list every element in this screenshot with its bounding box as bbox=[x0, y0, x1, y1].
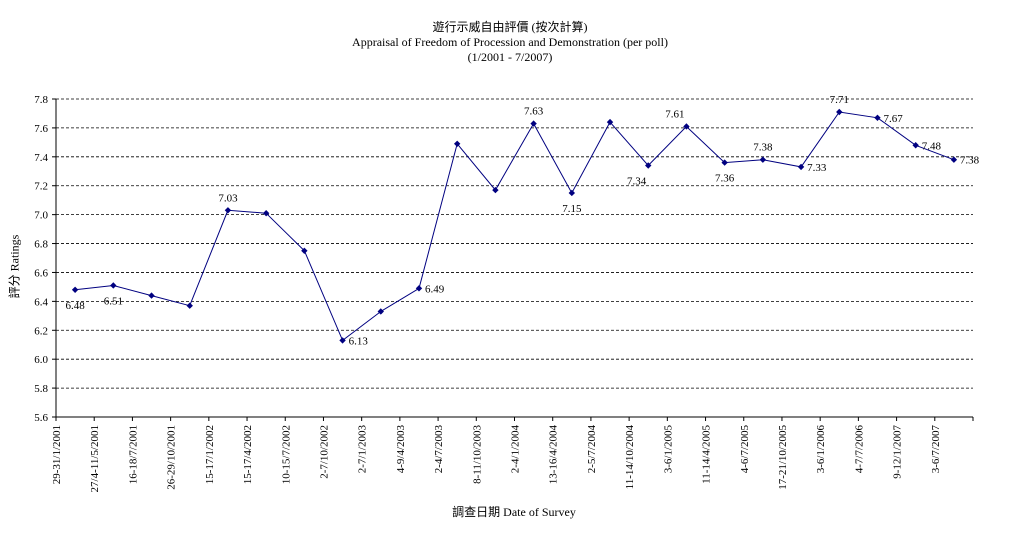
y-tick-label: 7.0 bbox=[34, 210, 48, 222]
data-label: 7.61 bbox=[665, 108, 684, 120]
data-point-marker bbox=[721, 159, 728, 166]
chart-title-block: 遊行示威自由評價 (按次計算) Appraisal of Freedom of … bbox=[0, 20, 1020, 65]
data-point-marker bbox=[683, 123, 690, 130]
data-point-marker bbox=[492, 186, 499, 194]
chart-subtitle: (1/2001 - 7/2007) bbox=[467, 50, 553, 64]
y-tick-labels: 5.6 5.8 6.0 6.2 6.4 6.6 6.8 7.0 7.2 7.4 7.6 7.8 bbox=[34, 94, 48, 424]
data-label: 7.63 bbox=[524, 106, 544, 118]
y-tick-label: 6.0 bbox=[34, 354, 48, 366]
data-label: 7.38 bbox=[753, 142, 773, 154]
x-tick-label: 27/4-11/5/2001 bbox=[89, 425, 101, 492]
data-point-marker bbox=[530, 120, 537, 127]
data-point-marker bbox=[836, 108, 843, 116]
x-tick-label: 3-6/1/2005 bbox=[662, 425, 674, 474]
data-point-marker bbox=[301, 247, 308, 254]
data-point-marker bbox=[224, 207, 232, 214]
data-point-marker bbox=[950, 156, 958, 163]
series-line bbox=[75, 111, 955, 342]
x-tick-label: 10-15/7/2002 bbox=[280, 425, 292, 484]
x-tick-label: 15-17/1/2002 bbox=[204, 425, 216, 484]
x-tick-label: 3-6/7/2007 bbox=[930, 425, 942, 474]
data-label: 6.48 bbox=[65, 300, 85, 312]
x-tick-label: 4-6/7/2005 bbox=[739, 425, 751, 474]
data-point-marker bbox=[415, 285, 423, 292]
x-tick-label: 2-7/1/2003 bbox=[357, 425, 369, 474]
data-label: 7.67 bbox=[883, 113, 903, 125]
x-tick-label: 26-29/10/2001 bbox=[166, 425, 178, 490]
x-tick-label: 9-12/1/2007 bbox=[892, 425, 904, 479]
data-label: 7.03 bbox=[218, 192, 238, 204]
data-label: 6.51 bbox=[104, 295, 123, 307]
data-point-marker bbox=[645, 162, 652, 169]
data-point-marker bbox=[568, 189, 576, 197]
x-tick-label: 16-18/7/2001 bbox=[127, 425, 139, 484]
y-tick-label: 5.6 bbox=[34, 412, 48, 424]
data-markers bbox=[71, 108, 958, 344]
x-tick-label: 2-5/7/2004 bbox=[586, 425, 598, 474]
y-tick-label: 6.2 bbox=[34, 325, 48, 337]
data-point-marker bbox=[797, 163, 805, 171]
chart-title-en: Appraisal of Freedom of Procession and D… bbox=[352, 35, 668, 49]
y-tick-label: 7.4 bbox=[34, 152, 48, 164]
y-tick-label: 7.8 bbox=[34, 94, 48, 106]
x-tick-label: 8-11/10/2003 bbox=[471, 425, 483, 484]
x-tick-label: 13-16/4/2004 bbox=[548, 425, 560, 485]
x-tick-label: 15-17/4/2002 bbox=[242, 425, 254, 484]
axes bbox=[52, 98, 974, 421]
data-point-marker bbox=[110, 282, 117, 289]
x-tick-label: 4-7/7/2006 bbox=[853, 425, 865, 474]
data-label: 7.33 bbox=[807, 162, 827, 174]
x-axis-title: 調查日期 Date of Survey bbox=[452, 505, 576, 519]
data-label: 7.15 bbox=[562, 203, 582, 215]
data-label: 6.49 bbox=[425, 283, 445, 295]
data-labels: 6.48 6.51 7.03 6.13 6.49 7.63 7.15 7.34 7.61 7.36… bbox=[65, 94, 979, 347]
data-label: 7.48 bbox=[922, 140, 942, 152]
data-point-marker bbox=[874, 114, 881, 121]
data-label: 7.34 bbox=[627, 175, 647, 187]
data-point-marker bbox=[148, 292, 155, 299]
y-tick-label: 6.8 bbox=[34, 239, 48, 251]
x-tick-labels: 29-31/1/2001 27/4-11/5/2001 16-18/7/2001 26… bbox=[51, 425, 942, 493]
data-point-marker bbox=[262, 209, 270, 217]
gridlines bbox=[56, 98, 973, 389]
data-point-marker bbox=[759, 156, 767, 163]
data-point-marker bbox=[71, 286, 79, 293]
data-label: 7.38 bbox=[960, 155, 980, 167]
data-point-marker bbox=[606, 118, 614, 126]
data-point-marker bbox=[377, 308, 384, 315]
data-label: 6.13 bbox=[349, 335, 369, 347]
data-point-marker bbox=[339, 337, 346, 344]
x-tick-label: 2-7/10/2002 bbox=[318, 425, 330, 479]
chart-title-zh: 遊行示威自由評價 (按次計算) bbox=[432, 20, 588, 34]
x-tick-label: 11-14/4/2005 bbox=[701, 425, 713, 484]
x-tick-label: 4-9/4/2003 bbox=[395, 425, 407, 474]
y-tick-label: 7.2 bbox=[34, 181, 48, 193]
series-line-path bbox=[75, 111, 955, 342]
x-tick-label: 11-14/10/2004 bbox=[624, 425, 636, 490]
x-tick-label: 2-4/7/2003 bbox=[433, 425, 445, 474]
x-tick-label: 17-21/10/2005 bbox=[777, 425, 789, 490]
y-tick-label: 6.6 bbox=[34, 267, 48, 279]
data-point-marker bbox=[186, 302, 193, 309]
data-label: 7.36 bbox=[715, 173, 735, 185]
x-tick-label: 29-31/1/2001 bbox=[51, 425, 63, 484]
y-tick-label: 7.6 bbox=[34, 123, 48, 135]
data-label: 7.71 bbox=[830, 94, 849, 106]
y-tick-label: 5.8 bbox=[34, 383, 48, 395]
y-axis-title: 評分 Ratings bbox=[7, 234, 22, 299]
x-tick-label: 3-6/1/2006 bbox=[815, 425, 827, 474]
y-tick-label: 6.4 bbox=[34, 296, 48, 308]
data-point-marker bbox=[912, 142, 919, 149]
x-tick-label: 2-4/1/2004 bbox=[510, 425, 522, 474]
data-point-marker bbox=[453, 140, 461, 148]
